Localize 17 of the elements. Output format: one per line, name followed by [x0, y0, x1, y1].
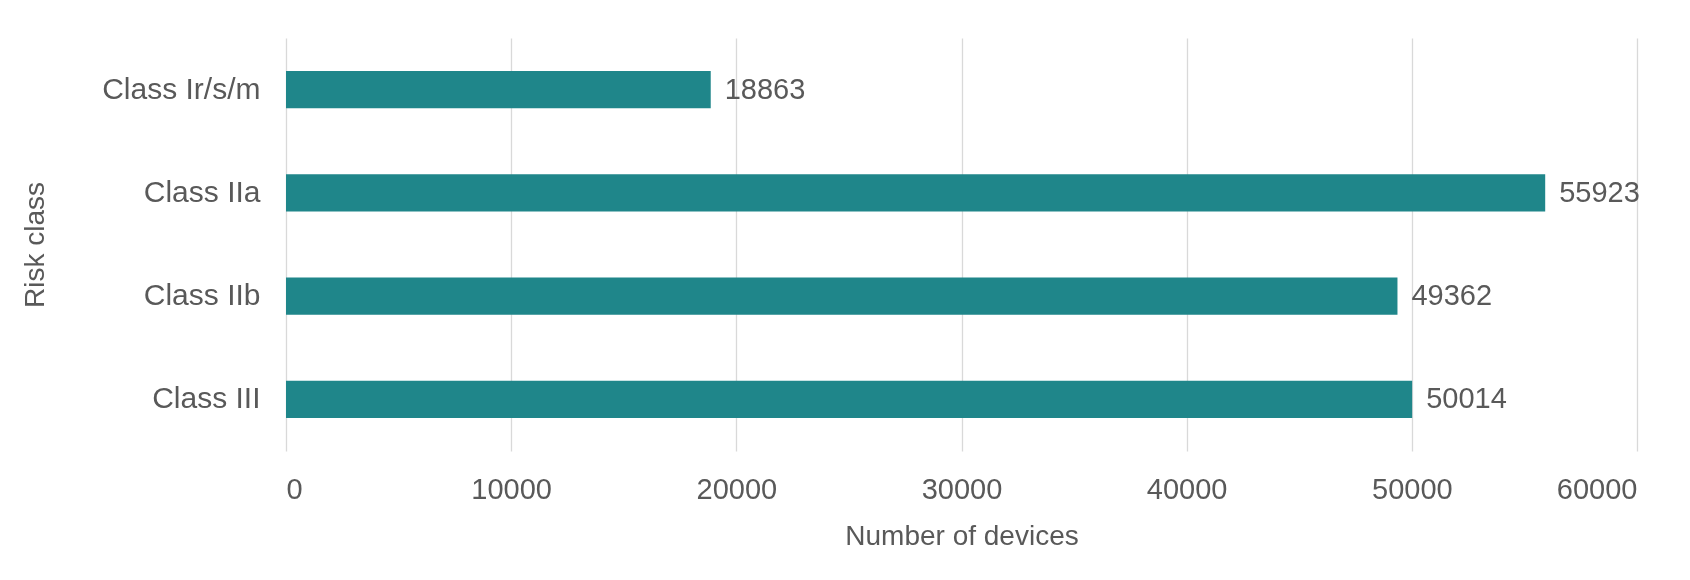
x-tick-label: 50000	[1372, 472, 1453, 505]
x-axis-title: Number of devices	[845, 519, 1079, 551]
x-tick-label: 60000	[1556, 472, 1638, 505]
x-tick-label: 10000	[471, 472, 552, 505]
data-label: 55923	[1559, 175, 1640, 208]
x-tick-label: 20000	[696, 472, 778, 505]
x-tick-label: 0	[286, 472, 303, 505]
y-axis-title: Risk class	[19, 181, 51, 309]
y-tick-label: Class IIb	[143, 278, 261, 312]
y-tick-label: Class Ir/s/m	[102, 71, 261, 105]
data-label: 50014	[1426, 382, 1507, 415]
data-label: 18863	[724, 72, 806, 105]
y-tick-label: Class IIa	[143, 174, 261, 208]
x-tick-label: 40000	[1146, 472, 1228, 505]
data-label: 49362	[1411, 279, 1493, 312]
x-tick-label: 30000	[921, 472, 1003, 505]
y-tick-label: Class III	[152, 381, 261, 415]
